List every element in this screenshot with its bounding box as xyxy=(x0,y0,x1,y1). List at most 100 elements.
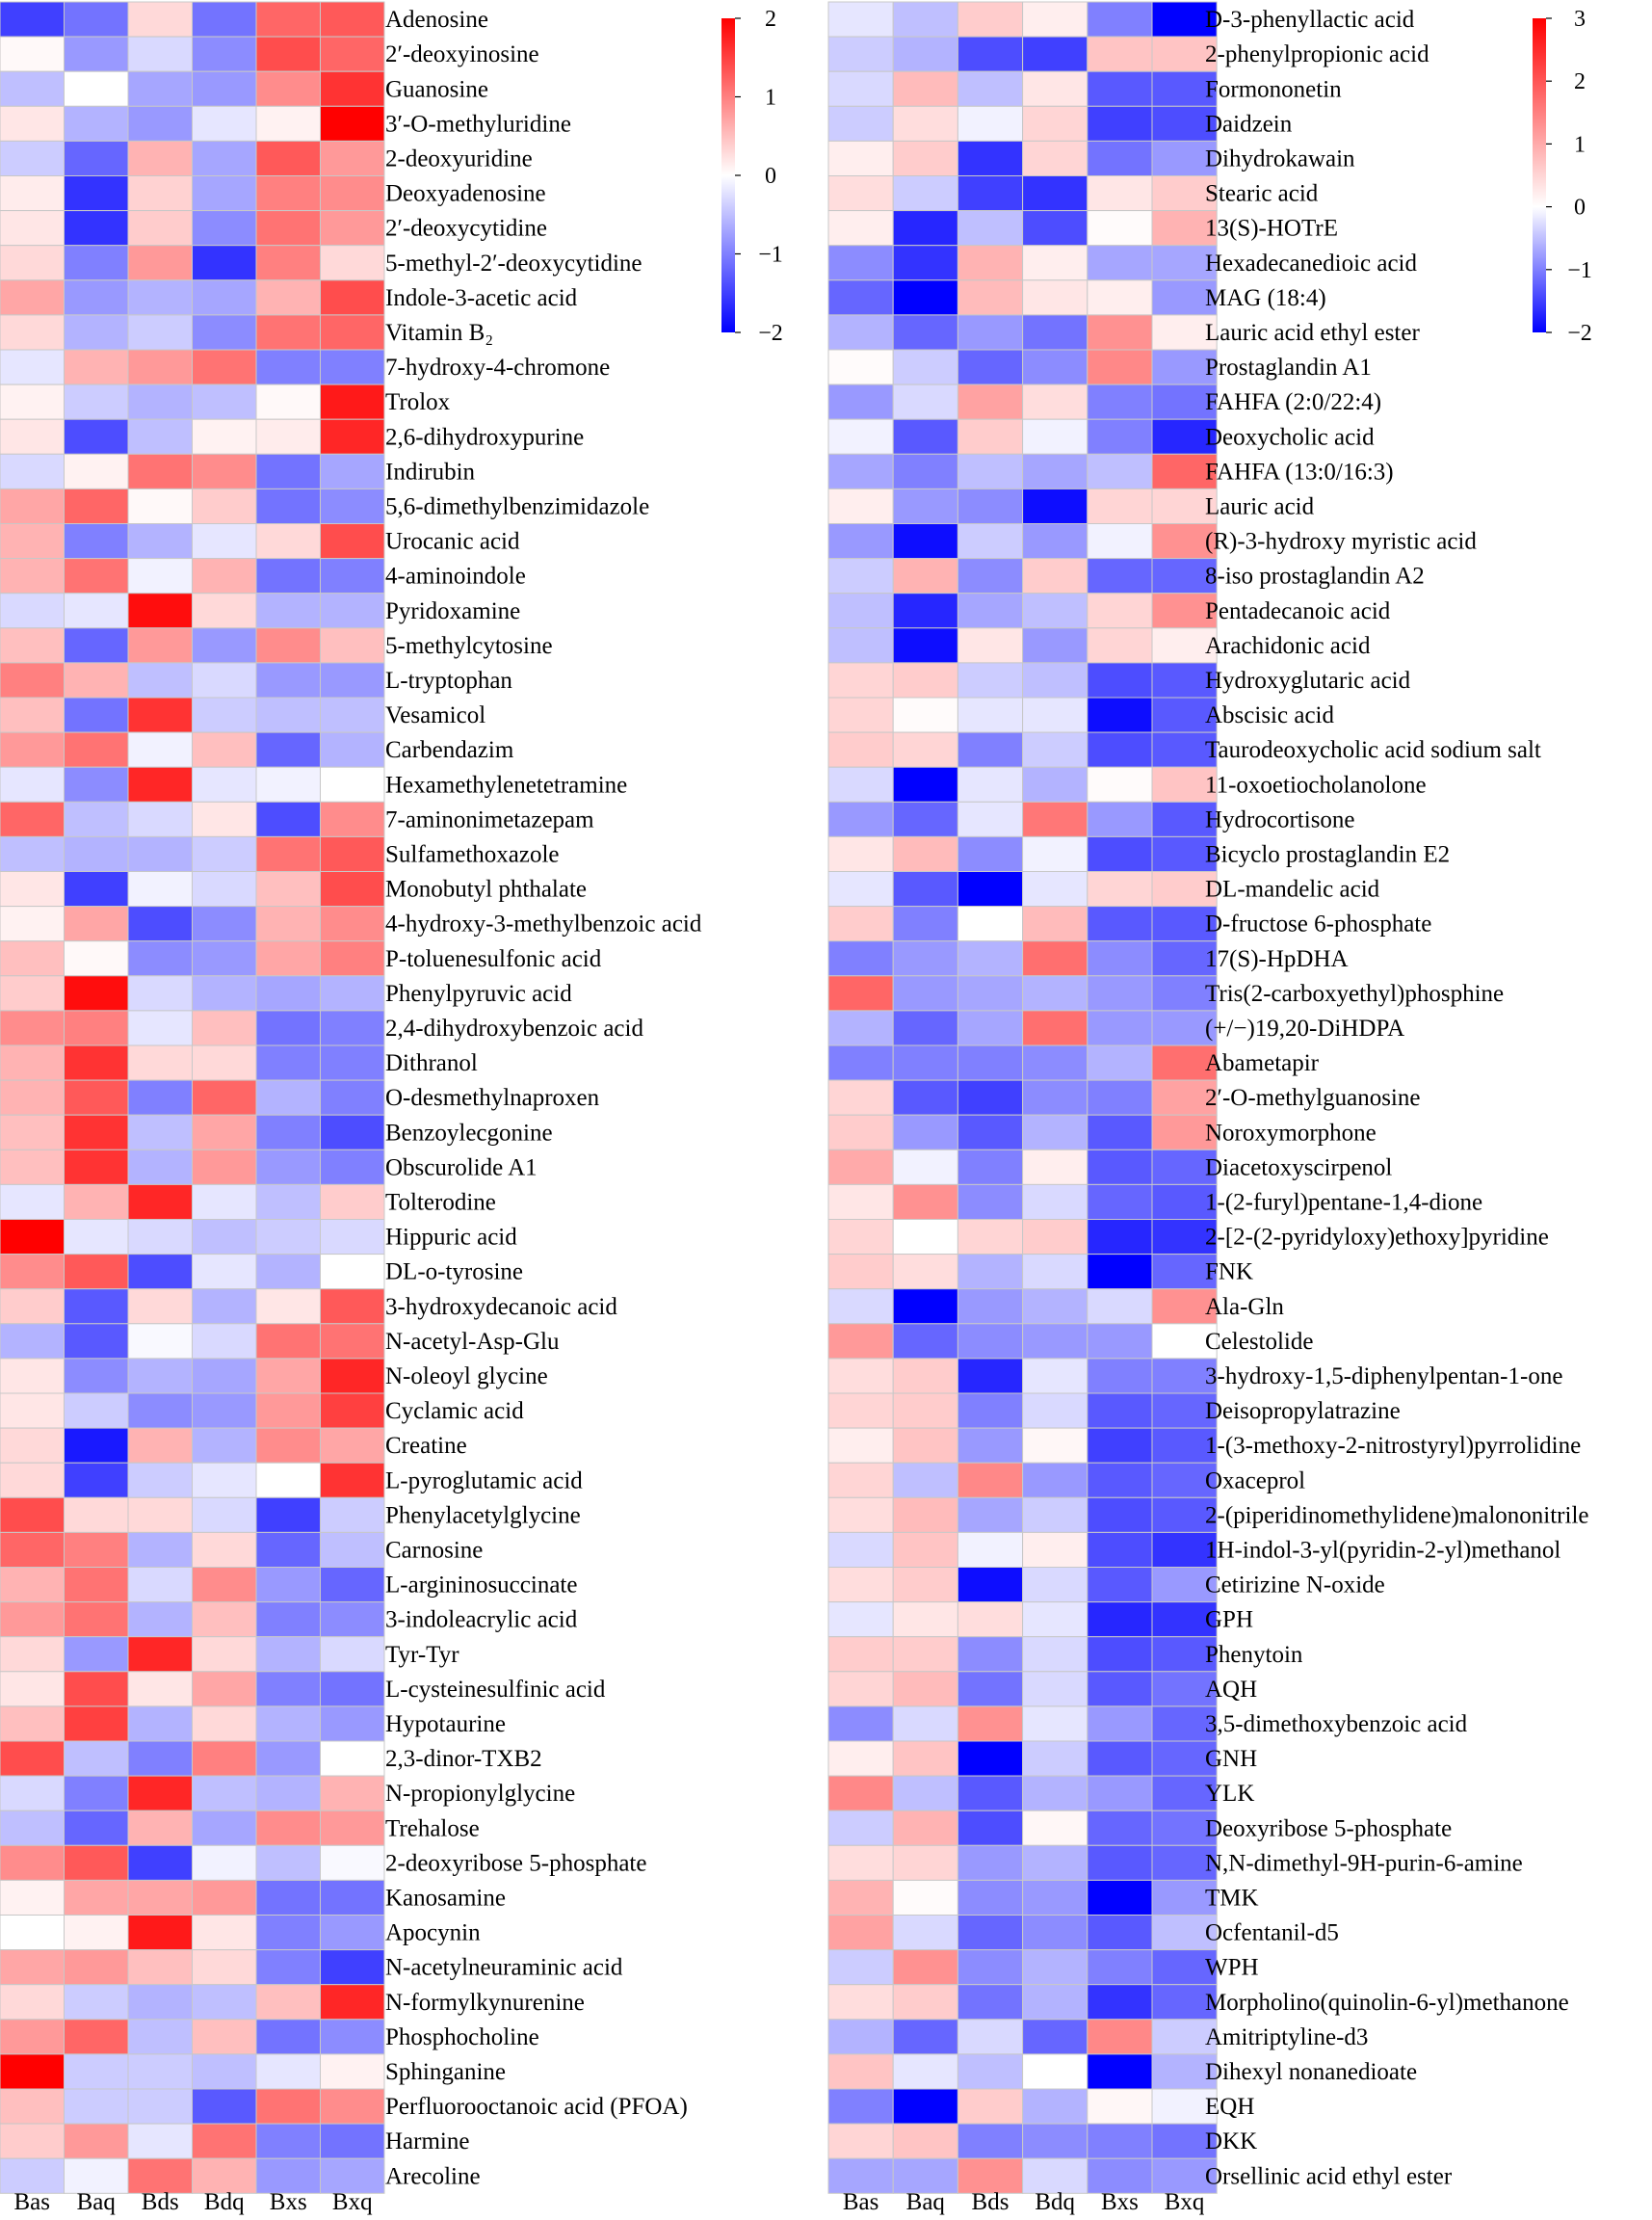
heatmap-cell xyxy=(64,1705,129,1742)
heatmap-cell xyxy=(192,1740,257,1777)
heatmap-cell xyxy=(1022,279,1088,316)
colorbar xyxy=(721,18,735,332)
heatmap-cell xyxy=(127,766,193,803)
heatmap-cell xyxy=(64,731,129,768)
heatmap-cell xyxy=(127,2053,193,2090)
heatmap-cell xyxy=(64,1183,129,1221)
heatmap-cell xyxy=(192,1079,257,1116)
row-label: TMK xyxy=(1205,1885,1259,1911)
heatmap-cell xyxy=(64,627,129,664)
heatmap-cell xyxy=(64,210,129,247)
heatmap-cell xyxy=(892,1915,958,1951)
heatmap-cell xyxy=(892,697,958,733)
heatmap-cell xyxy=(1087,383,1153,420)
heatmap-cell xyxy=(64,383,129,420)
heatmap-cell xyxy=(1022,1844,1088,1881)
heatmap-cell xyxy=(64,801,129,837)
heatmap-cell xyxy=(827,70,894,107)
heatmap-cell xyxy=(1022,1775,1088,1811)
heatmap-cell xyxy=(320,662,385,699)
heatmap-cell xyxy=(1151,1,1218,38)
row-label: 7-hydroxy-4-chromone xyxy=(385,355,610,381)
row-label: 2,3-dinor-TXB2 xyxy=(385,1746,542,1772)
row-label: Carbendazim xyxy=(385,737,514,763)
heatmap-cell xyxy=(192,1219,257,1255)
row-label: Taurodeoxycholic acid sodium salt xyxy=(1205,737,1541,763)
heatmap-cell xyxy=(1087,1496,1153,1533)
heatmap-cell xyxy=(127,1496,193,1533)
heatmap-cell xyxy=(0,488,65,524)
heatmap-cell xyxy=(127,1601,193,1638)
heatmap-cell xyxy=(0,210,65,247)
heatmap-cell xyxy=(957,801,1024,837)
row-label: Pyridoxamine xyxy=(385,598,520,624)
heatmap-cell xyxy=(827,940,894,977)
heatmap-cell xyxy=(192,558,257,595)
heatmap-cell xyxy=(1151,349,1218,385)
heatmap-cell xyxy=(892,1149,958,1185)
heatmap-cell xyxy=(827,1567,894,1603)
heatmap-cell xyxy=(1087,1601,1153,1638)
heatmap-cell xyxy=(827,1844,894,1881)
heatmap-cell xyxy=(1151,906,1218,942)
heatmap-cell xyxy=(64,314,129,351)
heatmap-cell xyxy=(1022,1010,1088,1046)
heatmap-cell xyxy=(192,2019,257,2055)
row-label: Noroxymorphone xyxy=(1205,1120,1377,1146)
heatmap-cell xyxy=(892,349,958,385)
heatmap-cell xyxy=(0,1844,65,1881)
heatmap-cell xyxy=(1022,1531,1088,1569)
heatmap-cell xyxy=(1087,1879,1153,1916)
heatmap-cell xyxy=(0,1254,65,1290)
row-label: FNK xyxy=(1205,1259,1253,1285)
colorbar-tick-label: −1 xyxy=(1567,258,1592,283)
row-label: Orsellinic acid ethyl ester xyxy=(1205,2163,1453,2189)
heatmap-cell xyxy=(0,418,65,455)
heatmap-cell xyxy=(320,1392,385,1429)
row-label: Deoxyribose 5-phosphate xyxy=(1205,1815,1452,1841)
heatmap-cell xyxy=(127,2123,193,2159)
heatmap-cell xyxy=(127,418,193,455)
heatmap-cell xyxy=(1087,1844,1153,1881)
heatmap-cell xyxy=(64,1010,129,1046)
heatmap-cell xyxy=(320,2088,385,2125)
heatmap-cell xyxy=(1087,1984,1153,2021)
heatmap-cell xyxy=(320,1949,385,1986)
row-label: Arecoline xyxy=(385,2163,481,2189)
heatmap-cell xyxy=(1022,975,1088,1012)
heatmap-cell xyxy=(127,488,193,524)
heatmap-cell xyxy=(64,697,129,733)
heatmap-cell xyxy=(192,975,257,1012)
heatmap-cell xyxy=(64,1775,129,1811)
column-label: Bas xyxy=(843,2189,879,2215)
heatmap-cell xyxy=(957,2088,1024,2125)
heatmap-cell xyxy=(957,105,1024,142)
heatmap-cell xyxy=(1151,1183,1218,1221)
heatmap-cell xyxy=(127,210,193,247)
heatmap-cell xyxy=(64,2088,129,2125)
heatmap-cell xyxy=(1087,593,1153,629)
heatmap-cell xyxy=(192,1392,257,1429)
heatmap-cell xyxy=(1022,697,1088,733)
row-label: Celestolide xyxy=(1205,1329,1313,1355)
heatmap-cell xyxy=(192,314,257,351)
row-label: Abametapir xyxy=(1205,1050,1320,1076)
heatmap-cell xyxy=(0,523,65,560)
column-label: Bds xyxy=(972,2189,1010,2215)
heatmap-cell xyxy=(320,558,385,595)
heatmap-cell xyxy=(957,36,1024,72)
heatmap-cell xyxy=(1022,1044,1088,1081)
heatmap-cell xyxy=(1087,940,1153,977)
heatmap-cell xyxy=(1151,627,1218,664)
heatmap-cell xyxy=(320,1079,385,1116)
heatmap-cell xyxy=(827,1496,894,1533)
heatmap-cell xyxy=(320,975,385,1012)
heatmap-cell xyxy=(64,1149,129,1185)
row-label: Phenylpyruvic acid xyxy=(385,981,572,1007)
heatmap-cell xyxy=(892,975,958,1012)
heatmap-cell xyxy=(1022,662,1088,699)
heatmap-cell xyxy=(64,523,129,560)
heatmap-cell xyxy=(827,662,894,699)
heatmap-cell xyxy=(255,766,321,803)
